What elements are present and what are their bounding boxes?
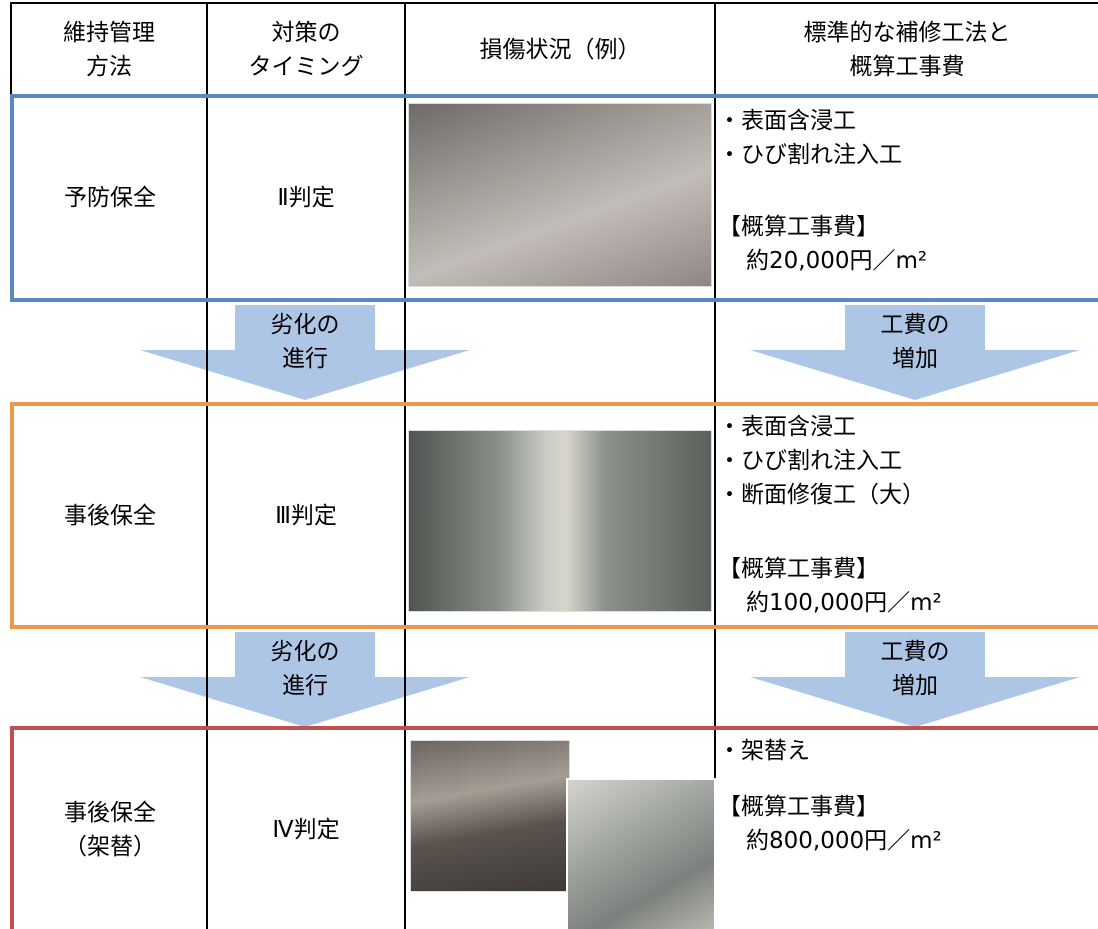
cost-block: 【概算工事費】 約20,000円／m² xyxy=(718,210,927,278)
damage-photo xyxy=(566,778,716,929)
arrow-text: 劣化の xyxy=(270,312,340,338)
timing-cell: Ⅳ判定 xyxy=(208,730,404,929)
damage-photo xyxy=(408,103,712,287)
header-cell: 対策の タイミング xyxy=(208,4,404,95)
header-cell: 維持管理 方法 xyxy=(12,4,206,95)
repair-list: ・架替え xyxy=(718,734,810,768)
arrow xyxy=(140,632,470,727)
header-text: 概算工事費 xyxy=(849,53,965,80)
timing: Ⅲ判定 xyxy=(275,502,337,529)
row-frame xyxy=(10,94,1098,302)
cost-block: 【概算工事費】 約800,000円／m² xyxy=(718,790,942,858)
cost: 約800,000円／m² xyxy=(746,828,942,854)
header-text: 維持管理 xyxy=(63,19,155,46)
arrow-label: 工費の 増加 xyxy=(845,633,985,705)
arrow xyxy=(140,305,470,400)
method-cell: 事後保全 （架替） xyxy=(14,730,206,929)
header-text: 損傷状況（例） xyxy=(479,36,641,63)
header-top-line xyxy=(10,2,1098,4)
arrow-label: 工費の 増加 xyxy=(845,306,985,378)
arrow-text: 増加 xyxy=(892,346,938,372)
method: 事後保全 xyxy=(64,799,156,826)
repair-item: ・表面含浸工 xyxy=(718,108,856,134)
cost-label: 【概算工事費】 xyxy=(718,214,879,240)
arrow-text: 進行 xyxy=(282,673,328,699)
header-cell: 標準的な補修工法と 概算工事費 xyxy=(716,4,1098,95)
timing-cell: Ⅱ判定 xyxy=(208,98,404,298)
header-text: タイミング xyxy=(248,53,364,80)
cost-label: 【概算工事費】 xyxy=(718,794,879,820)
damage-photo xyxy=(410,740,570,892)
repair-item: ・表面含浸工 xyxy=(718,414,856,440)
repair-item: ・ひび割れ注入工 xyxy=(718,142,902,168)
row-frame xyxy=(10,402,1098,629)
repair-list: ・表面含浸工 ・ひび割れ注入工 xyxy=(718,104,902,172)
cost-label: 【概算工事費】 xyxy=(718,556,879,582)
damage-photo xyxy=(408,430,712,612)
method: 事後保全 xyxy=(64,502,156,529)
timing: Ⅱ判定 xyxy=(277,185,335,211)
timing-cell: Ⅲ判定 xyxy=(208,406,404,625)
repair-item: ・ひび割れ注入工 xyxy=(718,448,902,474)
header-text: 標準的な補修工法と xyxy=(803,19,1011,46)
header-text: 対策の xyxy=(271,19,341,46)
arrow-text: 増加 xyxy=(892,673,938,699)
repair-item: ・架替え xyxy=(718,738,810,764)
arrow xyxy=(750,305,1080,400)
arrow-text: 劣化の xyxy=(270,639,340,665)
arrow-label: 劣化の 進行 xyxy=(235,633,375,705)
arrow-text: 工費の xyxy=(880,639,950,665)
repair-list: ・表面含浸工 ・ひび割れ注入工 ・断面修復工（大） xyxy=(718,410,925,512)
column-line xyxy=(714,2,716,929)
column-line xyxy=(404,2,406,929)
arrow-text: 工費の xyxy=(880,312,950,338)
cost-block: 【概算工事費】 約100,000円／m² xyxy=(718,552,942,620)
method: （架替） xyxy=(64,833,156,860)
column-line xyxy=(206,2,208,929)
header-line xyxy=(10,2,12,95)
repair-item: ・断面修復工（大） xyxy=(718,482,925,508)
row-frame xyxy=(10,726,1098,929)
cost: 約100,000円／m² xyxy=(746,590,942,616)
cost: 約20,000円／m² xyxy=(746,248,928,274)
method-cell: 事後保全 xyxy=(14,406,206,625)
arrow xyxy=(750,632,1080,727)
header-text: 方法 xyxy=(86,53,132,80)
arrow-text: 進行 xyxy=(282,346,328,372)
method: 予防保全 xyxy=(64,185,156,211)
arrow-label: 劣化の 進行 xyxy=(235,306,375,378)
method-cell: 予防保全 xyxy=(14,98,206,298)
header-cell: 損傷状況（例） xyxy=(406,4,714,95)
timing: Ⅳ判定 xyxy=(272,816,340,843)
